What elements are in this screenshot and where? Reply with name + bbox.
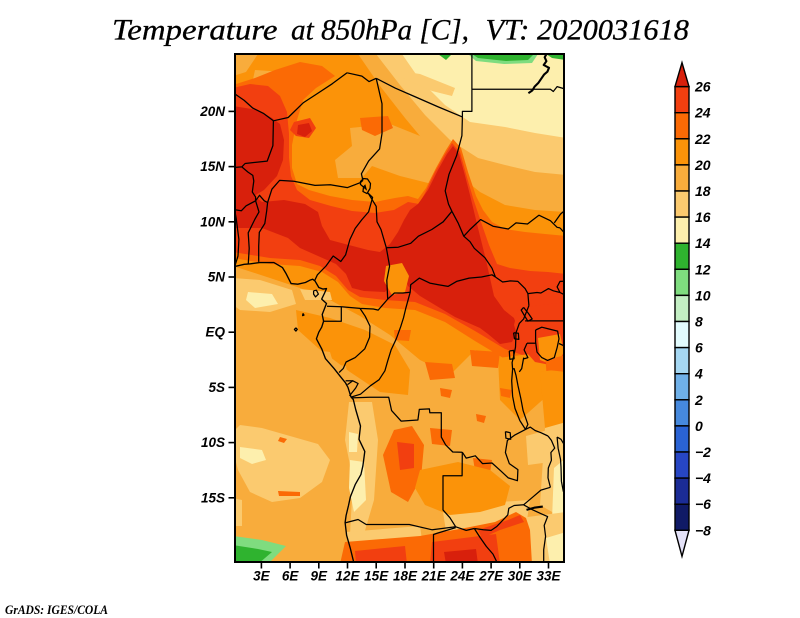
svg-text:18: 18	[695, 183, 711, 199]
svg-text:15S: 15S	[201, 490, 225, 505]
svg-text:3E: 3E	[253, 569, 271, 584]
svg-text:30E: 30E	[508, 569, 533, 584]
svg-text:4: 4	[694, 366, 703, 382]
svg-text:GrADS: IGES/COLA: GrADS: IGES/COLA	[5, 603, 108, 617]
svg-text:2: 2	[694, 392, 703, 408]
svg-text:18E: 18E	[393, 569, 418, 584]
svg-text:20: 20	[694, 157, 711, 173]
svg-text:6: 6	[695, 340, 703, 356]
svg-text:24: 24	[694, 105, 711, 121]
svg-text:5S: 5S	[208, 380, 225, 395]
svg-text:Temperature: Temperature	[112, 15, 278, 47]
svg-text:10N: 10N	[200, 214, 225, 229]
svg-text:24E: 24E	[449, 569, 475, 584]
svg-text:27E: 27E	[478, 569, 504, 584]
svg-text:0: 0	[695, 418, 703, 434]
svg-text:16: 16	[695, 209, 711, 225]
svg-text:14: 14	[695, 235, 711, 251]
svg-text:20N: 20N	[199, 104, 225, 119]
svg-text:15N: 15N	[200, 159, 225, 174]
svg-text:5N: 5N	[208, 270, 226, 285]
svg-text:−2: −2	[695, 444, 711, 460]
svg-text:−4: −4	[695, 470, 711, 486]
svg-text:at 850hPa [C],: at 850hPa [C],	[291, 15, 469, 47]
svg-text:8: 8	[695, 314, 703, 330]
svg-text:−8: −8	[695, 522, 711, 538]
svg-text:12E: 12E	[335, 569, 360, 584]
svg-text:−6: −6	[695, 496, 711, 512]
svg-text:22: 22	[694, 131, 711, 147]
svg-text:12: 12	[695, 261, 711, 277]
svg-text:21E: 21E	[421, 569, 447, 584]
svg-text:33E: 33E	[536, 569, 561, 584]
svg-text:10: 10	[695, 287, 711, 303]
svg-text:EQ: EQ	[205, 325, 225, 340]
svg-text:6E: 6E	[282, 569, 300, 584]
svg-text:15E: 15E	[364, 569, 389, 584]
svg-text:10S: 10S	[201, 435, 225, 450]
svg-text:9E: 9E	[311, 569, 329, 584]
svg-text:VT: 2020031618: VT: 2020031618	[486, 15, 690, 47]
svg-text:26: 26	[694, 79, 711, 95]
